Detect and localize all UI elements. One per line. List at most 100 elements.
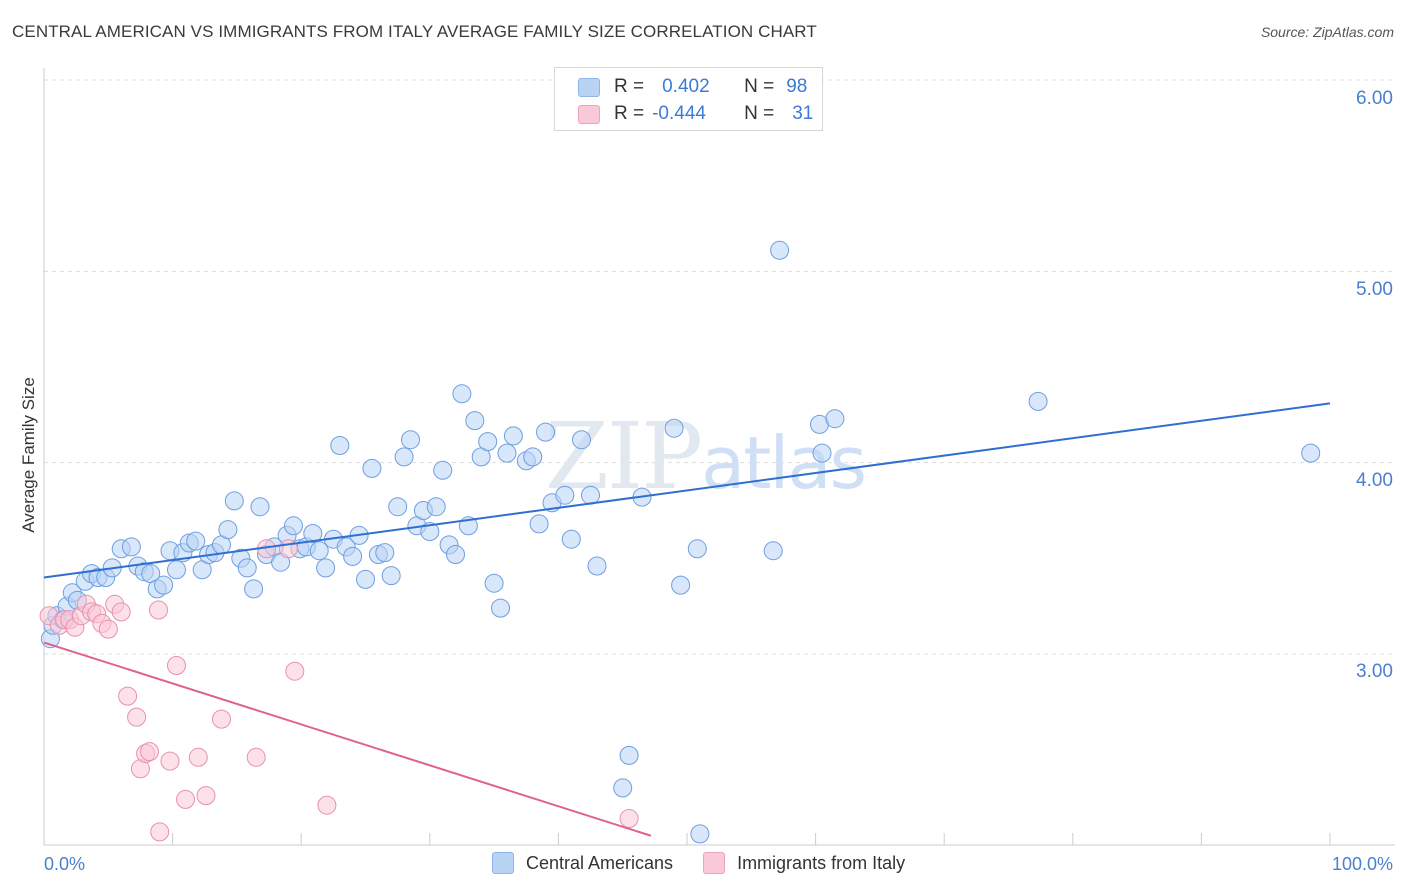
data-point — [426, 497, 446, 517]
data-point — [825, 409, 845, 429]
data-point — [244, 579, 264, 599]
data-point — [121, 537, 141, 557]
data-point — [401, 430, 420, 450]
data-point — [188, 747, 208, 767]
data-point — [186, 531, 206, 551]
blue-trend-line — [43, 402, 1331, 579]
data-point — [140, 742, 159, 762]
data-point — [127, 707, 147, 727]
n-value: 31 — [792, 103, 814, 124]
data-point — [284, 516, 303, 536]
data-point — [619, 745, 639, 765]
data-point — [343, 546, 363, 566]
data-point — [212, 709, 231, 729]
data-point — [478, 432, 498, 452]
data-point — [381, 566, 401, 586]
legend-item-italy: Immigrants from Italy — [703, 852, 905, 874]
x-tick-label: 0.0% — [44, 854, 85, 874]
data-point — [671, 575, 691, 595]
data-point — [529, 514, 549, 534]
data-point — [484, 573, 504, 593]
data-point — [572, 430, 591, 450]
r-label: R = — [614, 103, 645, 124]
data-point — [309, 541, 329, 561]
r-label: R = — [614, 76, 645, 97]
data-point — [303, 524, 323, 543]
data-point — [278, 539, 298, 559]
data-point — [111, 602, 131, 622]
chart-title: CENTRAL AMERICAN VS IMMIGRANTS FROM ITAL… — [12, 22, 817, 41]
data-point — [491, 598, 510, 618]
data-point — [420, 522, 440, 541]
legend-label: Central Americans — [526, 852, 674, 873]
trend-lines — [43, 402, 1331, 837]
data-point — [619, 809, 639, 828]
blue-swatch-icon — [492, 852, 514, 874]
data-point — [770, 240, 790, 260]
data-point — [150, 822, 170, 842]
data-point — [160, 751, 180, 771]
data-point — [812, 443, 832, 463]
legend-row-italy: R = -0.444 N = 31 — [555, 100, 813, 128]
n-label: N = — [744, 103, 775, 124]
blue-swatch-icon — [578, 77, 600, 97]
r-value: 0.402 — [662, 76, 710, 97]
data-point — [394, 447, 414, 467]
data-point — [167, 560, 186, 580]
y-tick-labels: 3.00 4.00 5.00 6.00 — [1356, 88, 1393, 682]
data-point — [196, 786, 216, 806]
watermark-atlas: atlas — [701, 421, 865, 505]
data-point — [687, 539, 707, 559]
data-point — [362, 458, 382, 478]
data-point — [250, 497, 270, 517]
correlation-legend: R = 0.402 N = 98 R = -0.444 N = 31 — [554, 67, 823, 131]
data-point — [613, 778, 633, 798]
data-point — [285, 661, 305, 681]
central-americans-points — [40, 240, 1321, 844]
x-tick-label: 100.0% — [1332, 854, 1393, 874]
n-label: N = — [744, 76, 775, 97]
data-point — [555, 485, 575, 505]
data-point — [167, 656, 186, 675]
data-point — [330, 436, 350, 455]
data-point — [316, 558, 336, 578]
data-point — [561, 529, 581, 549]
italy-immigrants-points — [39, 539, 639, 842]
data-point — [503, 426, 523, 446]
data-point — [246, 747, 266, 767]
data-point — [237, 558, 257, 578]
n-value: 98 — [786, 76, 808, 97]
data-point — [433, 460, 453, 480]
y-axis-label: Average Family Size — [19, 377, 38, 533]
data-point — [224, 491, 244, 511]
data-point — [664, 418, 684, 438]
legend-label: Immigrants from Italy — [737, 852, 906, 873]
data-point — [98, 619, 118, 639]
y-tick-label: 6.00 — [1356, 88, 1393, 109]
y-tick-label: 4.00 — [1356, 470, 1393, 491]
data-point — [465, 411, 485, 431]
data-point — [154, 575, 174, 595]
data-point — [176, 789, 195, 809]
data-point — [1301, 443, 1321, 463]
data-point — [536, 422, 555, 442]
data-point — [1028, 391, 1048, 411]
y-tick-label: 3.00 — [1356, 661, 1393, 682]
legend-item-central-americans: Central Americans — [492, 852, 673, 874]
y-tick-label: 5.00 — [1356, 279, 1393, 300]
data-point — [317, 795, 337, 815]
data-point — [497, 443, 517, 463]
x-tick-labels: 0.0% 100.0% — [44, 854, 1393, 874]
data-point — [356, 569, 375, 589]
pink-swatch-icon — [578, 104, 600, 124]
data-point — [587, 556, 607, 576]
data-point — [218, 520, 238, 540]
r-value: -0.444 — [652, 103, 706, 124]
data-point — [581, 485, 600, 505]
data-point — [763, 541, 783, 561]
pink-swatch-icon — [703, 852, 726, 874]
data-point — [375, 543, 395, 563]
series-legend: Central Americans Immigrants from Italy — [492, 852, 935, 874]
axes — [43, 68, 1395, 846]
